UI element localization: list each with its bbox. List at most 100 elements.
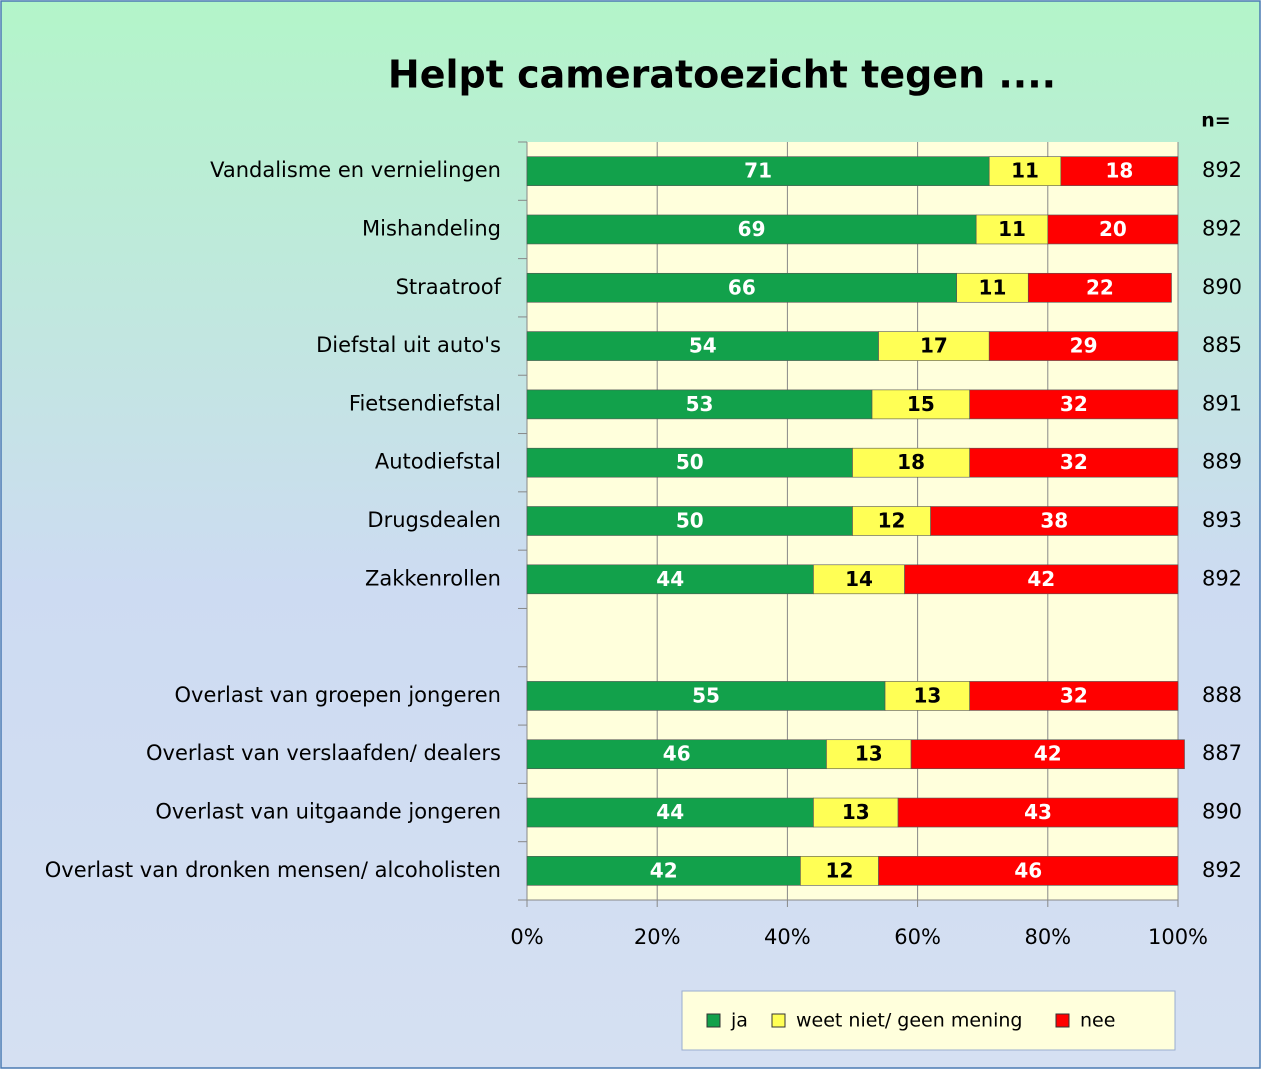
bar-segment: [526, 506, 853, 536]
bar-segment: [526, 739, 827, 770]
category-label: Autodiefstal: [375, 450, 501, 474]
value-label: 22: [1086, 275, 1114, 299]
bar-segment: [969, 681, 1179, 711]
legend-label: nee: [1080, 1010, 1115, 1032]
bar-segment: [988, 331, 1179, 361]
value-label: 54: [689, 334, 717, 358]
value-label: 43: [1024, 800, 1052, 824]
legend-box: [681, 990, 1176, 1051]
value-label: 11: [979, 275, 1007, 299]
n-label: 892: [1202, 216, 1242, 240]
value-label: 15: [907, 392, 935, 416]
bar-segment: [852, 506, 931, 536]
bar-segment: [526, 447, 853, 478]
legend-swatch: [706, 1013, 721, 1028]
category-label: Fietsendiefstal: [349, 391, 501, 415]
value-label: 18: [897, 450, 925, 474]
category-label: Drugsdealen: [367, 508, 501, 532]
value-label: 29: [1070, 334, 1098, 358]
category-label: Diefstal uit auto's: [316, 333, 501, 357]
n-label: 890: [1202, 275, 1242, 299]
bar-segment: [526, 272, 957, 303]
bar-segment: [526, 389, 873, 420]
x-tick-label: 100%: [1148, 925, 1208, 949]
bar-segment: [526, 797, 814, 828]
legend-swatch: [771, 1013, 786, 1028]
bar-segment: [878, 856, 1179, 886]
bar-segment: [871, 389, 970, 420]
bar-segment: [526, 856, 801, 886]
bar-segment: [1047, 214, 1179, 245]
category-label: Straatroof: [396, 275, 502, 299]
bar-segment: [852, 447, 970, 478]
value-label: 13: [842, 800, 870, 824]
category-label: Overlast van uitgaande jongeren: [155, 800, 501, 824]
value-label: 42: [650, 858, 678, 882]
n-label: 889: [1202, 450, 1242, 474]
value-label: 44: [656, 800, 684, 824]
bar-segment: [975, 214, 1049, 245]
bar-segment: [956, 272, 1029, 303]
n-label: 891: [1202, 391, 1242, 415]
n-label: 887: [1202, 741, 1242, 765]
bar-segment: [910, 739, 1185, 770]
x-tick-label: 80%: [1024, 925, 1071, 949]
bar-segment: [878, 331, 990, 361]
n-label: 890: [1202, 800, 1242, 824]
value-label: 71: [744, 159, 772, 183]
n-header: n=: [1201, 110, 1230, 132]
legend-swatch: [1055, 1013, 1070, 1028]
value-label: 32: [1060, 450, 1088, 474]
value-label: 50: [676, 450, 704, 474]
bar-segment: [930, 506, 1179, 536]
value-label: 13: [913, 683, 941, 707]
bar-segment: [800, 856, 879, 886]
x-tick-label: 20%: [634, 925, 681, 949]
value-label: 18: [1105, 159, 1133, 183]
value-label: 44: [656, 567, 684, 591]
bar-segment: [1060, 156, 1179, 186]
n-label: 892: [1202, 158, 1242, 182]
x-tick-label: 0%: [510, 925, 543, 949]
value-label: 12: [878, 509, 906, 533]
bar-segment: [526, 564, 814, 595]
value-label: 11: [998, 217, 1026, 241]
bar-segment: [904, 564, 1179, 595]
value-label: 13: [855, 742, 883, 766]
value-label: 32: [1060, 683, 1088, 707]
x-tick-label: 40%: [764, 925, 811, 949]
bar-segment: [897, 797, 1179, 828]
n-label: 893: [1202, 508, 1242, 532]
bar-segment: [526, 156, 990, 186]
value-label: 12: [826, 858, 854, 882]
value-label: 17: [920, 334, 948, 358]
category-label: Overlast van verslaafden/ dealers: [146, 741, 501, 765]
n-label: 888: [1202, 683, 1242, 707]
legend-label: ja: [730, 1010, 748, 1032]
value-label: 46: [663, 742, 691, 766]
bar-segment: [526, 331, 879, 361]
n-label: 885: [1202, 333, 1242, 357]
value-label: 20: [1099, 217, 1127, 241]
n-label: 892: [1202, 566, 1242, 590]
value-label: 55: [692, 683, 720, 707]
bar-segment: [1027, 272, 1172, 303]
category-label: Mishandeling: [362, 216, 501, 240]
value-label: 32: [1060, 392, 1088, 416]
bar-segment: [969, 389, 1179, 420]
bar-segment: [884, 681, 970, 711]
category-label: Overlast van dronken mensen/ alcoholiste…: [45, 858, 501, 882]
value-label: 14: [845, 567, 873, 591]
value-label: 46: [1014, 858, 1042, 882]
value-label: 69: [738, 217, 766, 241]
bar-segment: [969, 447, 1179, 478]
value-label: 11: [1011, 159, 1039, 183]
value-label: 42: [1027, 567, 1055, 591]
category-label: Zakkenrollen: [365, 566, 501, 590]
x-tick-label: 60%: [894, 925, 941, 949]
category-label: Vandalisme en vernielingen: [210, 158, 501, 182]
value-label: 53: [686, 392, 714, 416]
n-label: 892: [1202, 858, 1242, 882]
value-label: 38: [1040, 509, 1068, 533]
